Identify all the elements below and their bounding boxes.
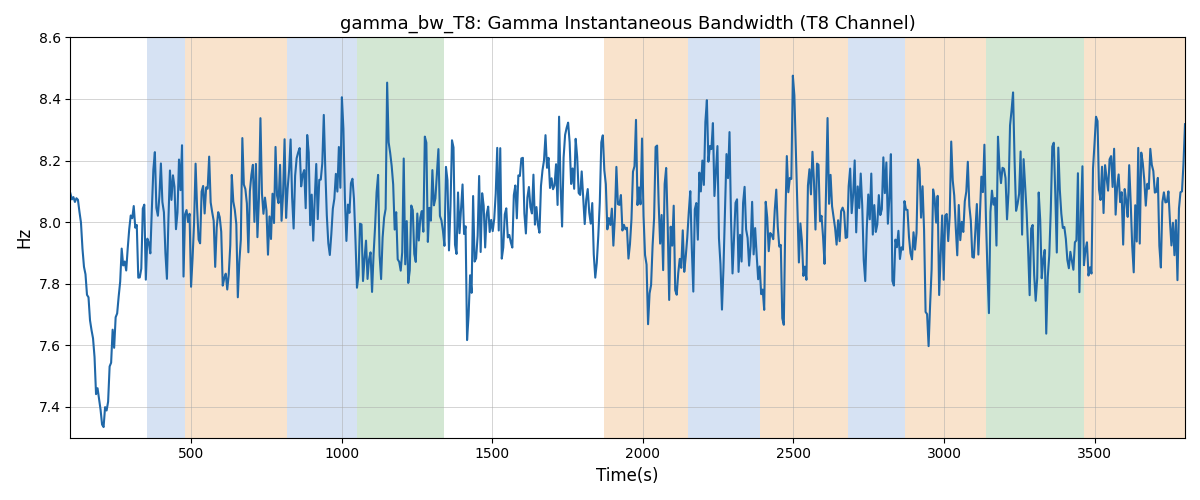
Bar	[356, 38, 444, 438]
X-axis label: Time(s): Time(s)	[596, 467, 659, 485]
Bar	[148, 38, 185, 438]
Y-axis label: Hz: Hz	[14, 227, 32, 248]
Bar	[185, 38, 287, 438]
Title: gamma_bw_T8: Gamma Instantaneous Bandwidth (T8 Channel): gamma_bw_T8: Gamma Instantaneous Bandwid…	[340, 15, 916, 34]
Bar	[287, 38, 356, 438]
Bar	[986, 38, 1084, 438]
Bar	[905, 38, 986, 438]
Bar	[688, 38, 761, 438]
Bar	[761, 38, 847, 438]
Bar	[604, 38, 688, 438]
Bar	[847, 38, 905, 438]
Bar	[1084, 38, 1186, 438]
